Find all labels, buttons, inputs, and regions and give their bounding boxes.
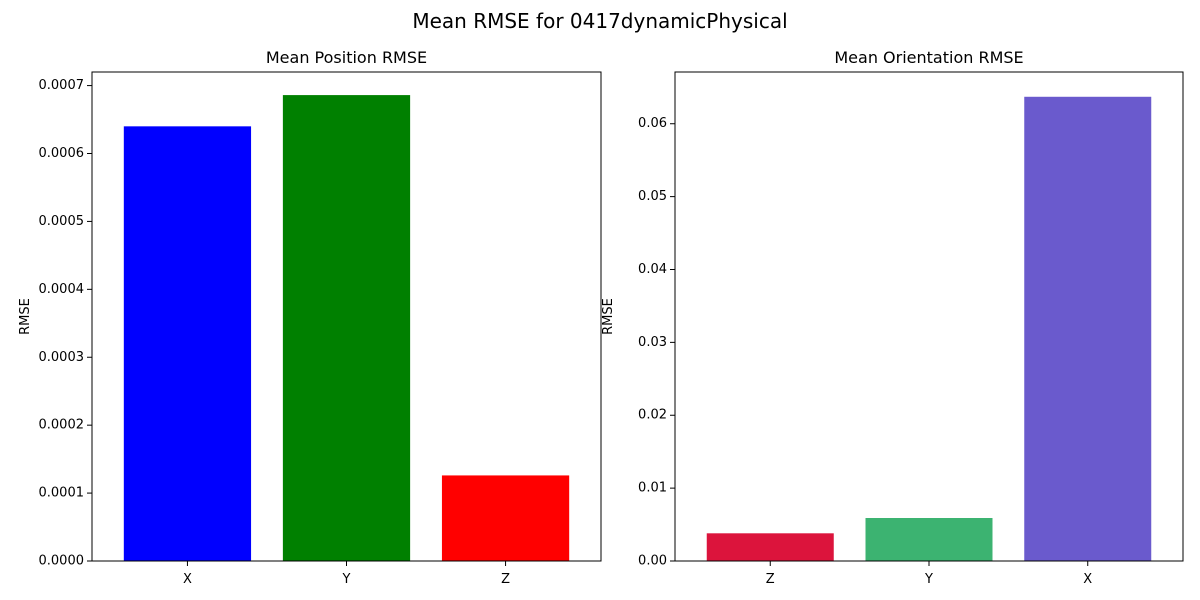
y-tick-label: 0.01 [638, 481, 667, 496]
y-tick-label: 0.0004 [39, 282, 85, 297]
y-tick-label: 0.02 [638, 408, 667, 423]
y-tick-label: 0.06 [638, 116, 667, 131]
y-tick-label: 0.0005 [39, 214, 85, 229]
figure-title: Mean RMSE for 0417dynamicPhysical [412, 9, 787, 33]
y-tick-label: 0.04 [638, 262, 667, 277]
y-tick-label: 0.03 [638, 335, 667, 350]
bar-y [865, 518, 993, 561]
y-tick-label: 0.0007 [39, 78, 85, 93]
bar-y [282, 95, 411, 561]
x-tick-label: X [1083, 572, 1092, 587]
bar-z [441, 475, 570, 561]
y-axis-label: RMSE [601, 298, 616, 335]
bar-z [706, 533, 834, 561]
x-tick-label: Y [924, 572, 933, 587]
bar-x [1024, 96, 1152, 561]
axes-title: Mean Position RMSE [266, 48, 427, 67]
x-tick-label: Z [766, 572, 775, 587]
y-tick-label: 0.05 [638, 189, 667, 204]
y-axis-label: RMSE [18, 298, 33, 335]
x-tick-label: X [183, 572, 192, 587]
axes-title: Mean Orientation RMSE [834, 48, 1023, 67]
y-tick-label: 0.0003 [39, 350, 85, 365]
subplot-2: 0.00 0.01 0.02 0.03 0.04 0.05 0.06 Z Y X Mean Orie… [601, 48, 1184, 587]
x-tick-label: Y [342, 572, 351, 587]
y-tick-label: 0.0006 [39, 146, 85, 161]
y-tick-label: 0.0001 [39, 486, 85, 501]
bar-x [123, 126, 252, 561]
y-tick-label: 0.00 [638, 554, 667, 569]
subplot-1: 0.0000 0.0001 0.0002 0.0003 0.0004 0.0005 0.00… [18, 48, 602, 587]
y-tick-label: 0.0000 [39, 554, 85, 569]
y-tick-label: 0.0002 [39, 418, 85, 433]
x-tick-label: Z [501, 572, 510, 587]
